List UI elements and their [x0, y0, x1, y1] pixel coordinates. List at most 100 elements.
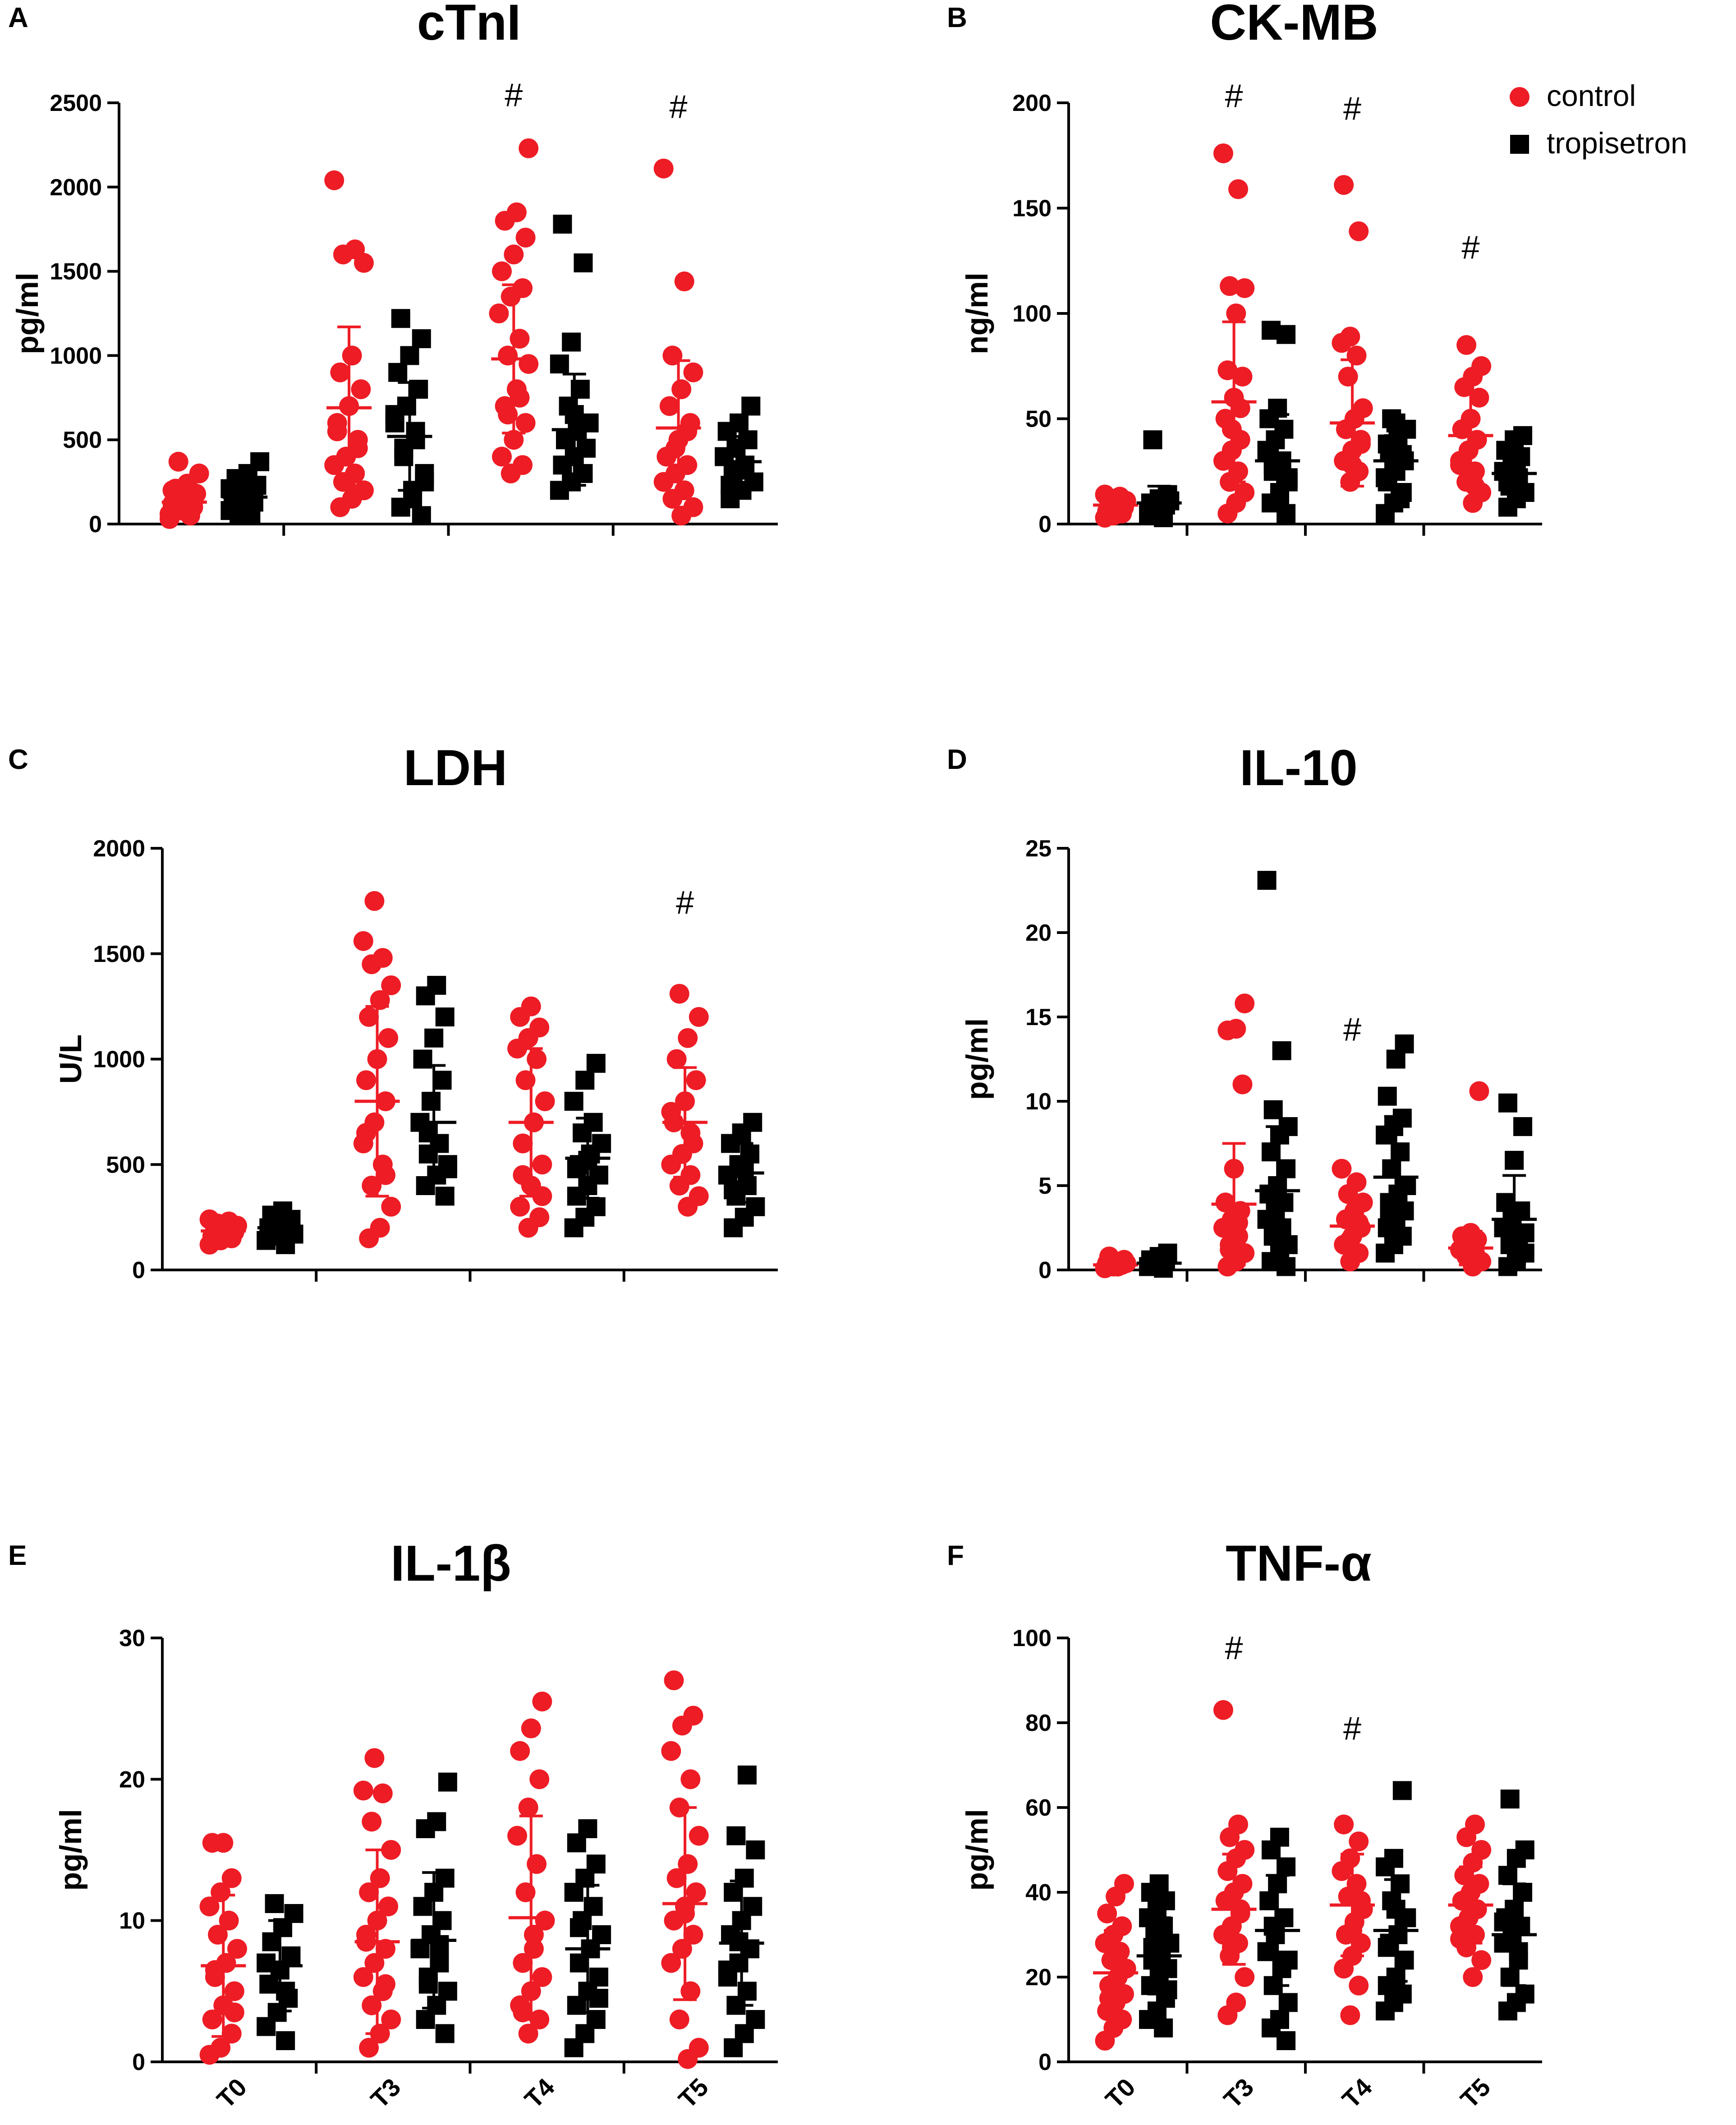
data-point — [348, 438, 368, 458]
data-point — [1266, 1213, 1285, 1233]
data-point — [521, 1718, 541, 1739]
data-point — [1513, 426, 1533, 445]
data-point — [741, 396, 761, 416]
data-point — [674, 271, 694, 292]
data-point — [400, 346, 419, 365]
data-point — [1107, 1946, 1128, 1966]
data-point — [1222, 1937, 1242, 1958]
data-point — [683, 1706, 703, 1726]
panel-letter: E — [8, 1540, 27, 1571]
data-point — [1386, 413, 1405, 432]
data-point — [569, 1918, 589, 1937]
data-point — [438, 1772, 457, 1792]
data-point — [1471, 1840, 1492, 1860]
data-point — [510, 1196, 530, 1217]
data-point — [743, 1897, 762, 1916]
data-point — [219, 1910, 239, 1931]
data-point — [1513, 1883, 1533, 1902]
data-point — [689, 1826, 709, 1846]
y-tick-label: 80 — [1025, 1710, 1052, 1736]
data-point — [513, 2002, 533, 2023]
data-point — [492, 261, 512, 281]
data-point — [162, 480, 183, 501]
data-point — [564, 1092, 583, 1111]
data-point — [1213, 1700, 1233, 1720]
y-tick-label: 2500 — [50, 90, 102, 116]
data-point — [519, 354, 539, 374]
data-point — [221, 2024, 242, 2044]
data-point — [1471, 1950, 1492, 1970]
data-point — [388, 363, 408, 382]
data-point — [1494, 1912, 1513, 1932]
data-point — [1232, 367, 1253, 387]
data-point — [1515, 1223, 1534, 1242]
series-tropisetron — [257, 975, 765, 1254]
data-point — [1259, 1891, 1279, 1910]
data-point — [1469, 1081, 1489, 1101]
chart-title: IL-10 — [1240, 740, 1357, 796]
data-point — [211, 1882, 231, 1902]
data-point — [1513, 1117, 1533, 1136]
data-point — [359, 1007, 379, 1027]
data-point — [577, 438, 596, 458]
data-point — [515, 1882, 536, 1902]
series-control — [159, 138, 703, 529]
data-point — [362, 1812, 382, 1832]
data-point — [1506, 1240, 1526, 1260]
data-point — [1515, 1984, 1534, 2004]
data-point — [1340, 327, 1360, 347]
significance-mark: # — [1225, 78, 1243, 114]
data-point — [213, 1833, 234, 1853]
data-point — [513, 1953, 533, 1973]
data-point — [424, 1028, 444, 1048]
data-point — [427, 975, 446, 995]
data-point — [199, 1896, 220, 1917]
data-point — [1349, 1975, 1369, 1996]
data-point — [492, 446, 512, 467]
data-point — [1450, 455, 1470, 475]
data-point — [364, 891, 385, 911]
data-point — [746, 1840, 765, 1859]
data-point — [432, 1071, 452, 1090]
panel-letter: D — [947, 744, 967, 775]
y-tick-label: 100 — [1012, 1625, 1052, 1651]
data-point — [518, 1798, 538, 1817]
data-point — [586, 1053, 606, 1073]
data-point — [532, 1967, 552, 1987]
chart-panel-d: D IL-10 pg/ml 0 5 10 15 20 25 # — [947, 740, 1542, 1283]
data-point — [1228, 179, 1249, 199]
data-point — [1515, 1840, 1534, 1859]
data-point — [1114, 1984, 1134, 2004]
significance-mark: # — [1343, 91, 1361, 127]
data-point — [202, 2010, 222, 2029]
data-point — [364, 1953, 385, 1973]
data-point — [435, 2024, 455, 2043]
data-point — [1340, 2005, 1360, 2025]
data-point — [1505, 1150, 1524, 1170]
data-point — [1353, 398, 1373, 419]
significance-mark: # — [505, 77, 523, 113]
series-control — [199, 891, 709, 1255]
data-point — [1378, 1938, 1397, 1957]
data-point — [199, 1209, 220, 1229]
data-point — [680, 1165, 701, 1185]
y-tick-label: 2000 — [93, 836, 145, 862]
data-point — [1226, 1992, 1246, 2013]
data-point — [1262, 321, 1281, 340]
data-point — [729, 413, 749, 432]
data-point — [1391, 489, 1410, 508]
data-point — [1217, 360, 1238, 381]
data-point — [370, 1218, 390, 1238]
data-point — [683, 1925, 703, 1945]
data-point — [375, 1165, 395, 1185]
data-point — [336, 472, 356, 492]
data-point — [659, 396, 680, 416]
data-point — [1257, 871, 1277, 890]
data-point — [489, 304, 509, 323]
chart-title: IL-1β — [390, 1535, 511, 1591]
data-point — [370, 990, 390, 1010]
data-point — [1232, 1874, 1253, 1894]
data-point — [519, 138, 539, 158]
data-point — [575, 1071, 595, 1090]
data-point — [1228, 1814, 1249, 1835]
